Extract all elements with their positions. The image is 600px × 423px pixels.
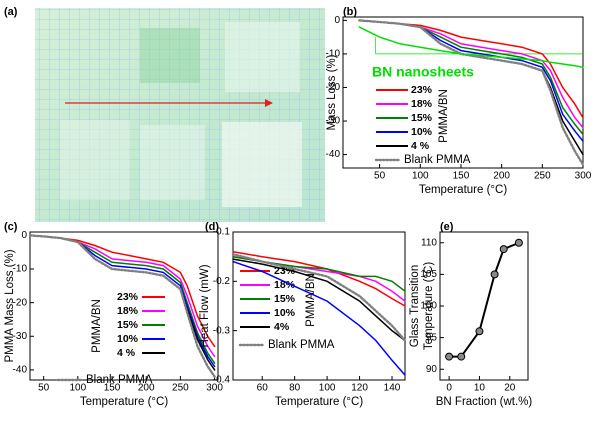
legend-label: 4 % [117,347,136,359]
y-tick-label: -30 [326,116,341,127]
legend-label: Blank PMMA [268,339,335,351]
panel-label: (d) [205,221,219,233]
legend-label: 18% [411,98,433,110]
panel-label: (c) [4,221,18,233]
x-tick-label: 20 [504,383,516,394]
x-tick-label: 100 [319,383,336,394]
x-tick-label: 0 [446,383,452,394]
panel-label: (b) [343,6,357,18]
x-tick-label: 100 [412,171,429,182]
legend-label: 10% [411,126,433,138]
panel-label: (a) [4,6,18,18]
legend-label: 10% [274,307,296,319]
legend-label: 23% [117,291,139,303]
x-tick-label: 250 [534,171,551,182]
x-tick-label: 60 [257,383,269,394]
series-line [358,26,584,69]
x-axis-title: BN Fraction (wt.%) [436,396,533,408]
x-tick-label: 150 [453,171,470,182]
legend-label: 23% [411,84,433,96]
y-tick-label: 105 [420,269,437,280]
y-tick-label: 110 [421,237,437,248]
x-tick-label: 120 [351,383,368,394]
point [490,270,499,279]
y-tick-label: -20 [13,297,28,308]
photo [35,8,325,222]
y-tick-label: -20 [326,82,341,93]
y-tick-label: -0.2 [213,276,231,287]
x-axis-title: Temperature (°C) [275,396,363,408]
plot-frame [232,231,406,381]
x-tick-label: 200 [138,383,155,394]
point [445,352,454,361]
y-tick-label: -0.4 [213,375,231,386]
legend-label: Blank PMMA [404,154,471,166]
y-tick-label: -10 [13,264,28,275]
y-axis-title: Mass Loss (%) [326,54,338,130]
legend-label: 18% [117,305,139,317]
point [514,238,523,247]
x-axis-title: Temperature (°C) [419,184,507,196]
y-axis-title: PMMA Mass Loss (%) [4,249,16,362]
x-tick-label: 200 [493,171,510,182]
series-line [232,260,406,376]
legend-label: 18% [274,279,296,291]
fit-line [449,241,520,358]
x-tick-label: 50 [38,383,50,394]
plot-frame [342,16,584,169]
point [475,327,484,336]
legend-title: PMMA/BN [438,89,450,143]
y-tick-label: -40 [13,365,28,376]
x-tick-label: 150 [104,383,121,394]
x-tick-label: 300 [206,383,223,394]
x-axis-title: Temperature (°C) [80,396,168,408]
y-tick-label: -0.1 [213,227,231,238]
x-tick-label: 50 [374,171,386,182]
y-tick-label: -0.3 [213,325,231,336]
x-tick-label: 250 [172,383,189,394]
y-tick-label: 95 [426,332,438,343]
legend-label: 4% [274,321,290,333]
panel-label: (e) [440,221,454,233]
annotation: BN nanosheets [372,64,474,80]
legend-label: 4 % [411,140,430,152]
y-tick-label: -40 [326,149,341,160]
legend-label: 10% [117,333,139,345]
series-line [232,250,406,307]
y-tick-label: 90 [426,364,438,375]
legend-label: 15% [411,112,433,124]
plot-frame [439,231,529,381]
y-axis-title: Heat Flow (mW) [199,264,211,347]
legend-label: 15% [117,319,139,331]
y-axis-title: Glass Transition [409,265,421,347]
series-line [358,19,585,166]
y-tick-label: -30 [13,331,28,342]
x-tick-label: 140 [384,383,401,394]
legend-label: 15% [274,293,296,305]
legend-label: Blank PMMA [86,374,153,386]
x-tick-label: 80 [289,383,301,394]
series-line [28,234,216,378]
y-tick-label: 100 [420,301,437,312]
y-tick-label: 0 [334,15,340,26]
plot-frame [29,231,219,381]
x-tick-label: 100 [70,383,87,394]
legend-title: PMMA/BN [305,273,317,327]
legend-title: PMMA/BN [91,299,103,353]
point [499,245,508,254]
series-line [232,258,406,342]
y-axis-title: Temperature (°C) [423,262,435,350]
series-line [231,253,407,342]
x-tick-label: 10 [474,383,486,394]
x-tick-label: 300 [575,171,592,182]
point [457,352,466,361]
y-tick-label: 0 [21,230,27,241]
y-tick-label: -10 [326,49,341,60]
